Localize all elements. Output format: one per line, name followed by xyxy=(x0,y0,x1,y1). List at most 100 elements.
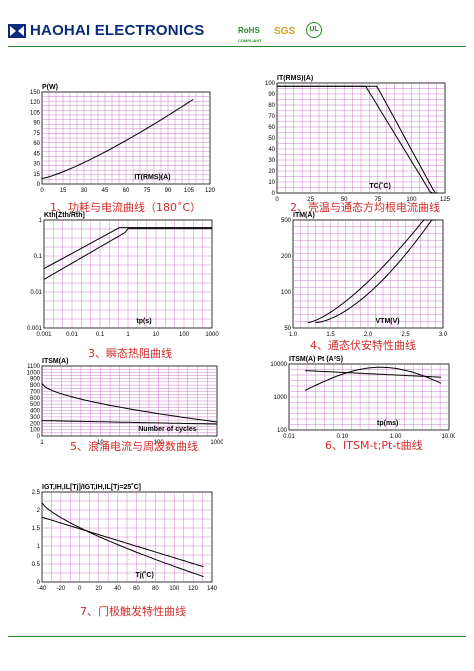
data-curve xyxy=(277,85,439,194)
x-tick-label: 0.01 xyxy=(283,434,295,440)
y-tick-label: 200 xyxy=(281,254,292,260)
chart-itsm-i2t: 10000 1000 1000.01 0.10 1.00 10.00 ITSM(A) Pt … xyxy=(270,356,455,440)
y-tick-label: 40 xyxy=(268,147,275,153)
y-tick-label: 60 xyxy=(268,125,275,131)
y-tick-label: 150 xyxy=(30,90,41,96)
x-tick-label: 0.1 xyxy=(96,332,105,338)
caption-chart-2: 2、壳温与通态方均根电流曲线 xyxy=(290,201,440,214)
y-axis-label: ITSM(A) Pt (A²S) xyxy=(289,356,343,363)
data-curve xyxy=(43,228,212,280)
caption-chart-4: 4、通态伏安特性曲线 xyxy=(310,339,416,352)
rohs-badge: RoHS COMPLIANT xyxy=(238,26,262,43)
x-tick-label: 0.01 xyxy=(66,332,78,338)
y-tick-label: 45 xyxy=(33,151,40,157)
y-tick-label: 30 xyxy=(33,162,40,168)
y-tick-label: 0 xyxy=(272,191,276,197)
x-tick-label: 1.00 xyxy=(390,434,402,440)
y-tick-label: 100 xyxy=(265,81,276,87)
y-tick-label: 70 xyxy=(268,114,275,120)
y-tick-label: 60 xyxy=(33,141,40,147)
x-tick-label: 15 xyxy=(60,188,67,194)
y-tick-label: 500 xyxy=(30,402,41,408)
x-tick-label: 0.10 xyxy=(336,434,348,440)
y-axis-label: ITM(A) xyxy=(293,212,315,219)
x-tick-label: 10 xyxy=(153,332,160,338)
x-axis-label: tp(s) xyxy=(136,318,151,325)
ul-badge: UL xyxy=(306,22,322,38)
data-curve xyxy=(304,366,442,391)
x-tick-label: 45 xyxy=(102,188,109,194)
x-tick-label: 60 xyxy=(133,586,140,592)
x-tick-label: 10.00 xyxy=(441,434,455,440)
y-tick-label: 0.1 xyxy=(34,254,43,260)
caption-chart-7: 7、门极触发特性曲线 xyxy=(80,605,186,618)
y-tick-label: 700 xyxy=(30,389,41,395)
y-tick-label: 0 xyxy=(37,434,41,440)
x-tick-label: -20 xyxy=(57,586,66,592)
y-tick-label: 0.5 xyxy=(32,562,41,568)
y-tick-label: 50 xyxy=(284,326,291,332)
x-tick-label: 40 xyxy=(114,586,121,592)
data-curve xyxy=(43,227,212,270)
y-tick-label: 10 xyxy=(268,180,275,186)
y-tick-label: 1000 xyxy=(274,395,288,401)
y-tick-label: 1100 xyxy=(27,364,41,370)
x-tick-label: 1 xyxy=(40,440,44,446)
x-tick-label: 2.0 xyxy=(364,332,373,338)
y-tick-label: 10000 xyxy=(270,362,287,368)
x-tick-label: 100 xyxy=(169,586,180,592)
y-tick-label: 200 xyxy=(30,421,41,427)
chart-on-state-vi: 500 200 100 501.0 1.5 2.0 2.5 3.0 ITM(A) VTM(V) xyxy=(281,212,448,338)
y-tick-label: 0 xyxy=(37,580,41,586)
caption-chart-5: 5、浪涌电流与周波数曲线 xyxy=(70,440,198,453)
y-tick-label: 30 xyxy=(268,158,275,164)
y-tick-label: 0 xyxy=(37,182,41,188)
data-curve xyxy=(304,370,442,378)
x-axis-label: Number of cycles xyxy=(138,426,196,433)
header-divider xyxy=(8,46,466,47)
y-tick-label: 1 xyxy=(37,544,41,550)
y-axis-label: P(W) xyxy=(42,84,58,91)
x-tick-label: 1000 xyxy=(210,440,223,446)
x-tick-label: 60 xyxy=(123,188,130,194)
x-axis-label: Tj(˚C) xyxy=(136,571,154,579)
x-tick-label: 105 xyxy=(184,188,195,194)
x-tick-label: -40 xyxy=(38,586,47,592)
x-tick-label: 1 xyxy=(126,332,130,338)
x-tick-label: 90 xyxy=(165,188,172,194)
x-tick-label: 0 xyxy=(40,188,44,194)
y-tick-label: 1.5 xyxy=(32,526,41,532)
x-tick-label: 75 xyxy=(144,188,151,194)
page-header: HAOHAI ELECTRONICS RoHS COMPLIANT SGS UL xyxy=(0,0,474,50)
sgs-badge: SGS xyxy=(274,26,296,37)
y-tick-label: 900 xyxy=(30,377,41,383)
y-tick-label: 75 xyxy=(33,131,40,137)
x-axis-label: tp(ms) xyxy=(377,420,398,427)
y-axis-label: IGT,IH,IL[Tj]/IGT,IH,IL[Tj=25˚C] xyxy=(42,483,141,491)
x-tick-label: 2.5 xyxy=(401,332,410,338)
y-tick-label: 500 xyxy=(281,218,292,224)
x-tick-label: 0.001 xyxy=(36,332,52,338)
y-tick-label: 0.01 xyxy=(30,290,42,296)
y-tick-label: 2 xyxy=(37,508,41,514)
x-tick-label: 100 xyxy=(179,332,190,338)
x-axis-label: VTM(V) xyxy=(376,318,400,325)
data-curve xyxy=(307,219,428,324)
data-curve xyxy=(41,502,204,578)
y-tick-label: 80 xyxy=(268,103,275,109)
x-tick-label: 100 xyxy=(154,440,165,446)
x-tick-label: 140 xyxy=(207,586,218,592)
y-tick-label: 0.001 xyxy=(27,326,43,332)
y-tick-label: 50 xyxy=(268,136,275,142)
y-tick-label: 400 xyxy=(30,409,41,415)
data-curve xyxy=(315,219,436,324)
x-tick-label: 20 xyxy=(95,586,102,592)
x-tick-label: 1.5 xyxy=(326,332,335,338)
data-curve xyxy=(41,98,194,179)
x-tick-label: 1.0 xyxy=(289,332,298,338)
x-tick-label: 100 xyxy=(406,197,417,203)
x-tick-label: 25 xyxy=(307,197,314,203)
y-tick-label: 90 xyxy=(33,121,40,127)
